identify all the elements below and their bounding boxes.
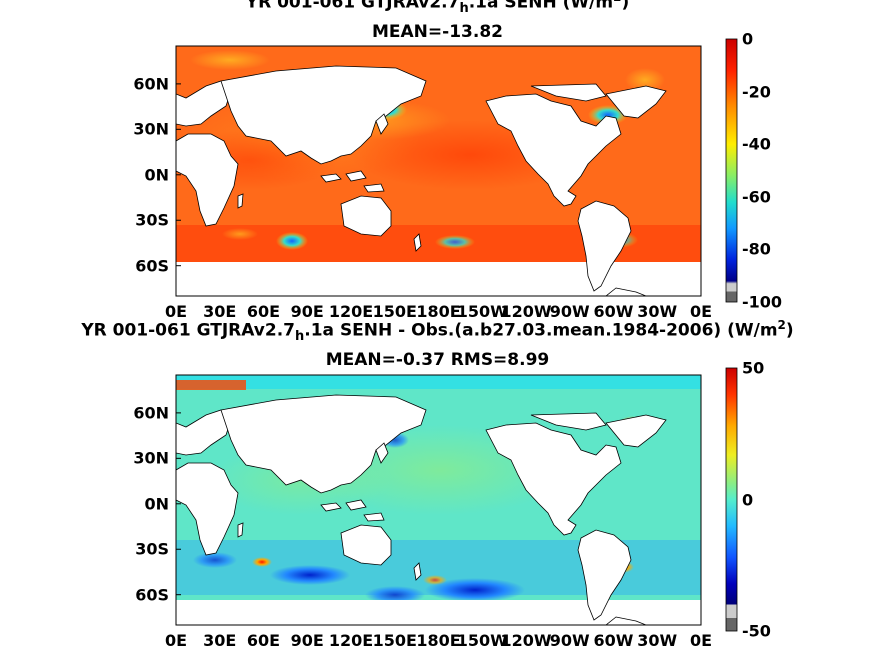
panel1-colorbar xyxy=(725,38,738,303)
x-tick-label: 0E xyxy=(689,631,713,650)
x-tick-label: 90E xyxy=(290,302,324,321)
x-tick-label: 0E xyxy=(164,302,188,321)
panel1-title: YR 001-061 GTJRAv2.7h.1a SENH (W/m2) xyxy=(245,0,630,17)
colorbar-tick-label: -50 xyxy=(742,621,771,641)
y-tick-label: 60N xyxy=(133,74,169,94)
panel2-map xyxy=(176,375,701,625)
x-tick-label: 90W xyxy=(549,631,590,650)
x-tick-label: 150E xyxy=(372,631,417,650)
x-tick-label: 0E xyxy=(164,631,188,650)
x-tick-label: 180E xyxy=(416,302,461,321)
panel2-frame xyxy=(175,374,702,626)
colorbar-tick-label: 50 xyxy=(742,358,765,378)
x-tick-label: 120E xyxy=(328,631,374,650)
x-tick-label: 30E xyxy=(203,631,237,650)
colorbar-tick-label: -20 xyxy=(742,82,771,102)
colorbar-tick-label: 0 xyxy=(742,29,754,49)
x-tick-label: 60E xyxy=(246,631,281,650)
y-tick-label: 0N xyxy=(144,165,169,185)
y-tick-label: 60S xyxy=(135,256,169,276)
panel2-title: YR 001-061 GTJRAv2.7h.1a SENH - Obs.(a.b… xyxy=(81,318,794,345)
colorbar-tick-label: -60 xyxy=(742,187,771,207)
y-tick-label: 60S xyxy=(135,585,169,605)
x-tick-label: 60E xyxy=(246,302,281,321)
y-tick-label: 0N xyxy=(144,494,169,514)
y-tick-label: 60N xyxy=(133,403,169,423)
x-tick-label: 120E xyxy=(328,302,374,321)
y-tick-label: 30S xyxy=(135,539,169,559)
x-tick-label: 30W xyxy=(637,302,678,321)
x-tick-label: 30W xyxy=(637,631,678,650)
x-tick-label: 30E xyxy=(203,302,237,321)
panel1-subtitle: MEAN=-13.82 xyxy=(372,22,503,42)
x-tick-label: 150E xyxy=(372,302,417,321)
x-tick-label: 120W xyxy=(500,631,552,650)
colorbar-tick-label: 0 xyxy=(742,490,754,509)
x-tick-label: 150W xyxy=(456,631,508,650)
x-tick-label: 120W xyxy=(500,302,552,321)
panel1-frame xyxy=(175,45,702,297)
x-tick-label: 90W xyxy=(549,302,590,321)
x-tick-label: 0E xyxy=(689,302,713,321)
x-tick-label: 180E xyxy=(416,631,461,650)
panel1-map xyxy=(176,46,701,296)
panel2-colorbar xyxy=(725,367,738,632)
x-tick-label: 60W xyxy=(593,631,634,650)
y-tick-label: 30N xyxy=(133,448,169,468)
panel2-subtitle: MEAN=-0.37 RMS=8.99 xyxy=(325,350,550,370)
x-tick-label: 60W xyxy=(593,302,634,321)
x-tick-label: 150W xyxy=(456,302,508,321)
y-tick-label: 30S xyxy=(135,210,169,230)
y-tick-label: 30N xyxy=(133,119,169,139)
colorbar-tick-label: -80 xyxy=(742,239,771,259)
x-tick-label: 90E xyxy=(290,631,324,650)
colorbar-tick-label: -40 xyxy=(742,134,771,154)
colorbar-tick-label: -100 xyxy=(742,292,783,312)
